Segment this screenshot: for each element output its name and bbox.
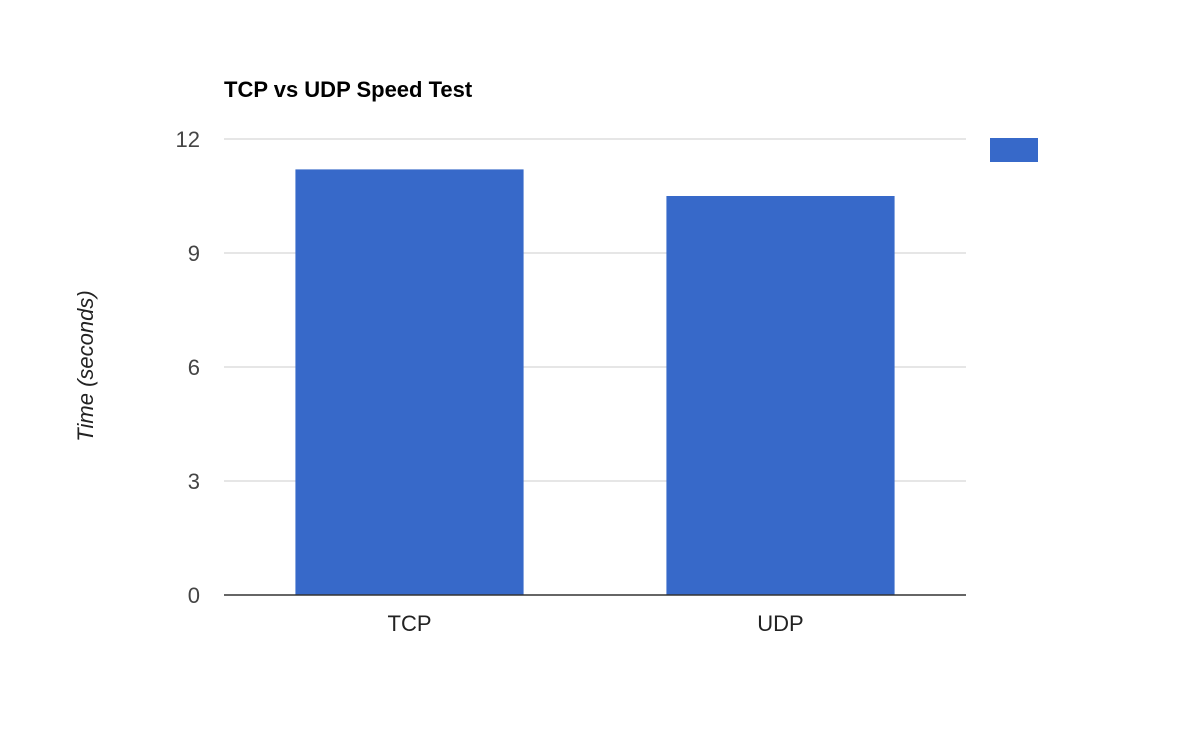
legend-swatch: [990, 138, 1038, 162]
x-tick-label: TCP: [388, 611, 432, 636]
x-axis-ticks: TCP UDP: [388, 611, 804, 636]
y-tick-label: 12: [176, 127, 200, 152]
y-tick-label: 0: [188, 583, 200, 608]
bar-tcp: [295, 169, 524, 595]
chart-title: TCP vs UDP Speed Test: [224, 77, 473, 102]
y-tick-label: 6: [188, 355, 200, 380]
y-axis-ticks: 0 3 6 9 12: [176, 127, 200, 608]
y-axis-label: Time (seconds): [73, 290, 98, 441]
y-tick-label: 9: [188, 241, 200, 266]
bars: [295, 169, 895, 595]
y-tick-label: 3: [188, 469, 200, 494]
bar-udp: [666, 196, 895, 595]
x-tick-label: UDP: [757, 611, 803, 636]
